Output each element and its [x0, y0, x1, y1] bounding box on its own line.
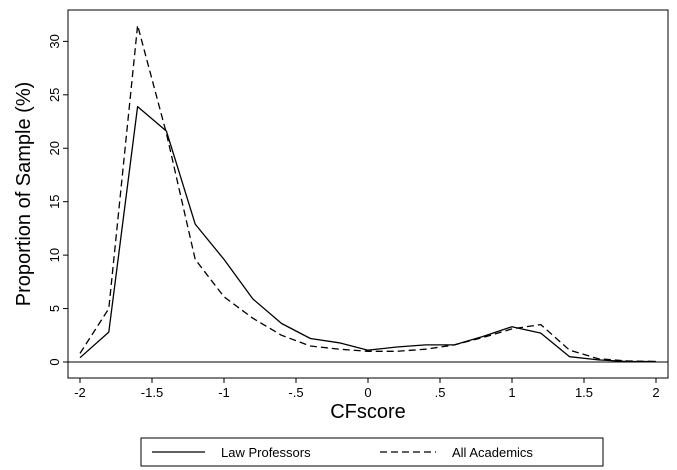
y-tick-label: 10 [47, 248, 62, 262]
x-axis-title: CFscore [330, 401, 406, 423]
x-tick-label: -.5 [288, 385, 303, 400]
x-tick-label: -1 [218, 385, 230, 400]
x-tick-label: 1.5 [575, 385, 593, 400]
series-line-law-professors [79, 105, 656, 363]
y-axis-title: Proportion of Sample (%) [13, 82, 35, 307]
x-axis: -2 -1.5 -1 -.5 0 .5 1 1.5 2 [74, 378, 660, 400]
legend-label-law-professors: Law Professors [221, 445, 311, 460]
x-tick-label: .5 [435, 385, 446, 400]
x-tick-label: -2 [74, 385, 86, 400]
x-tick-label: 0 [364, 385, 371, 400]
legend-label-all-academics: All Academics [452, 445, 533, 460]
x-tick-label: -1.5 [141, 385, 163, 400]
x-tick-label: 2 [652, 385, 659, 400]
y-axis: 0 5 10 15 20 25 30 [47, 34, 68, 366]
plot-area-frame [67, 9, 669, 379]
series-line-all-academics [79, 24, 657, 363]
y-tick-label: 5 [47, 305, 62, 312]
legend-box [140, 437, 604, 467]
y-tick-label: 20 [47, 141, 62, 155]
series-lines [79, 24, 657, 363]
legend: Law Professors All Academics [140, 437, 604, 467]
y-tick-label: 25 [47, 88, 62, 102]
y-tick-label: 30 [47, 34, 62, 48]
y-tick-label: 0 [47, 358, 62, 365]
y-tick-label: 15 [47, 194, 62, 208]
x-tick-label: 1 [508, 385, 515, 400]
